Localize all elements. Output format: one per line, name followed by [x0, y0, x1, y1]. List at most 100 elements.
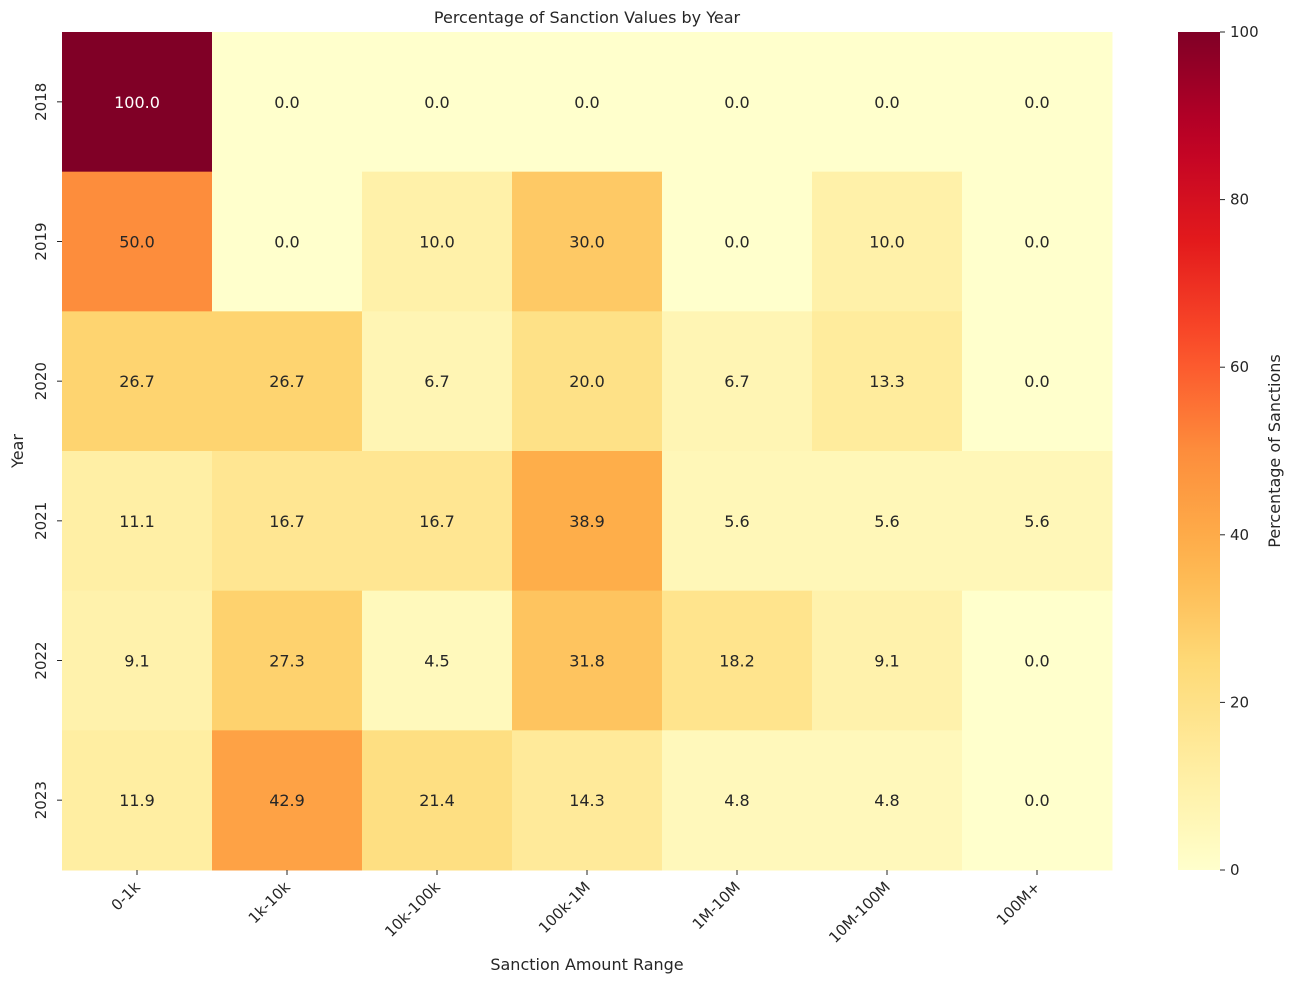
- heatmap-cell: [212, 32, 363, 173]
- cell-value-label: 0.0: [1024, 791, 1049, 810]
- cell-value-label: 20.0: [569, 372, 605, 391]
- heatmap-cell: [512, 451, 663, 592]
- heatmap-cell: [212, 311, 363, 452]
- cell-value-label: 100.0: [114, 93, 160, 112]
- cell-value-label: 5.6: [1024, 512, 1049, 531]
- colorbar-tick-label: 40: [1230, 526, 1249, 544]
- heatmap-cell: [812, 590, 963, 731]
- cell-value-label: 0.0: [274, 93, 299, 112]
- cell-value-label: 4.8: [874, 791, 899, 810]
- heatmap-cell: [212, 171, 363, 312]
- cell-value-label: 4.5: [424, 652, 449, 671]
- heatmap-cell: [362, 171, 513, 312]
- cell-value-label: 42.9: [269, 791, 305, 810]
- cell-value-label: 0.0: [1024, 233, 1049, 252]
- x-tick-labels: 0-1k 1k-10k 10k-100k 100k-1M 1M-10M 10M-100M 1…: [108, 870, 1044, 947]
- heatmap-cell: [962, 590, 1113, 731]
- heatmap-cell: [662, 590, 813, 731]
- cell-value-label: 0.0: [1024, 652, 1049, 671]
- cell-value-label: 38.9: [569, 512, 605, 531]
- y-tick-label: 2023: [32, 781, 50, 819]
- heatmap-cell: [212, 590, 363, 731]
- cell-value-label: 26.7: [269, 372, 305, 391]
- cell-value-label: 0.0: [574, 93, 599, 112]
- heatmap-cell: [662, 730, 813, 871]
- x-tick-label: 0-1k: [108, 878, 144, 914]
- x-tick-label: 1M-10M: [689, 878, 744, 933]
- heatmap-cell: [212, 730, 363, 871]
- heatmap-cell: [62, 311, 213, 452]
- x-tick-label: 10k-100k: [381, 878, 444, 941]
- heatmap-cell: [512, 32, 663, 173]
- colorbar-tick-label: 80: [1230, 191, 1249, 209]
- chart-title: Percentage of Sanction Values by Year: [434, 8, 741, 27]
- cell-value-label: 0.0: [1024, 372, 1049, 391]
- heatmap-cell: [62, 171, 213, 312]
- cell-value-label: 26.7: [119, 372, 155, 391]
- heatmap-cell: [362, 32, 513, 173]
- heatmap-cell: [962, 451, 1113, 592]
- heatmap-cell: [812, 32, 963, 173]
- cell-value-label: 0.0: [724, 233, 749, 252]
- cell-value-label: 14.3: [569, 791, 605, 810]
- heatmap-cell: [962, 730, 1113, 871]
- cell-value-label: 9.1: [874, 652, 899, 671]
- cell-value-label: 18.2: [719, 652, 755, 671]
- y-tick-label: 2019: [32, 222, 50, 260]
- cell-value-label: 27.3: [269, 652, 305, 671]
- x-tick-label: 1k-10k: [245, 878, 294, 927]
- cell-value-label: 9.1: [124, 652, 149, 671]
- cell-value-label: 5.6: [724, 512, 749, 531]
- colorbar-tick-label: 60: [1230, 358, 1249, 376]
- cell-value-label: 0.0: [874, 93, 899, 112]
- cell-value-label: 5.6: [874, 512, 899, 531]
- y-tick-label: 2022: [32, 641, 50, 679]
- heatmap-cell: [62, 590, 213, 731]
- cell-value-label: 0.0: [1024, 93, 1049, 112]
- heatmap-cell: [812, 730, 963, 871]
- x-tick-label: 100M+: [993, 878, 1044, 929]
- y-tick-label: 2018: [32, 83, 50, 121]
- colorbar-tick-label: 100: [1230, 23, 1259, 41]
- cell-value-label: 4.8: [724, 791, 749, 810]
- heatmap-cell: [512, 171, 663, 312]
- cell-value-label: 11.1: [119, 512, 155, 531]
- heatmap-cell: [812, 171, 963, 312]
- cell-value-label: 0.0: [274, 233, 299, 252]
- heatmap-cell: [662, 32, 813, 173]
- cell-value-label: 10.0: [869, 233, 905, 252]
- heatmap-cell: [812, 311, 963, 452]
- heatmap-cell: [512, 590, 663, 731]
- cell-value-label: 11.9: [119, 791, 155, 810]
- y-tick-label: 2021: [32, 502, 50, 540]
- y-tick-labels: 2018 2019 2020 2021 2022 2023: [32, 83, 62, 819]
- cell-value-label: 13.3: [869, 372, 905, 391]
- heatmap-cell: [362, 311, 513, 452]
- colorbar-tick-label: 20: [1230, 693, 1249, 711]
- cell-value-label: 21.4: [419, 791, 455, 810]
- x-tick-label: 100k-1M: [535, 878, 594, 937]
- heatmap-cell: [62, 32, 213, 173]
- cell-value-label: 6.7: [424, 372, 449, 391]
- cell-value-label: 16.7: [269, 512, 305, 531]
- y-axis-label: Year: [8, 434, 27, 469]
- heatmap-cell: [512, 730, 663, 871]
- y-tick-label: 2020: [32, 362, 50, 400]
- heatmap-cell: [962, 311, 1113, 452]
- heatmap-cells: 100.0 0.0 0.0 0.0 0.0 0.0 0.0 50.0 0.0 10.0 30.0 0.…: [62, 32, 1113, 871]
- colorbar: [1178, 32, 1220, 870]
- heatmap-cell: [212, 451, 363, 592]
- cell-value-label: 10.0: [419, 233, 455, 252]
- cell-value-label: 31.8: [569, 652, 605, 671]
- heatmap-cell: [362, 730, 513, 871]
- heatmap-cell: [962, 32, 1113, 173]
- heatmap-cell: [662, 451, 813, 592]
- heatmap-cell: [512, 311, 663, 452]
- cell-value-label: 30.0: [569, 233, 605, 252]
- heatmap-cell: [662, 171, 813, 312]
- cell-value-label: 16.7: [419, 512, 455, 531]
- heatmap-cell: [62, 451, 213, 592]
- colorbar-tick-label: 0: [1230, 861, 1240, 879]
- cell-value-label: 50.0: [119, 233, 155, 252]
- heatmap-cell: [962, 171, 1113, 312]
